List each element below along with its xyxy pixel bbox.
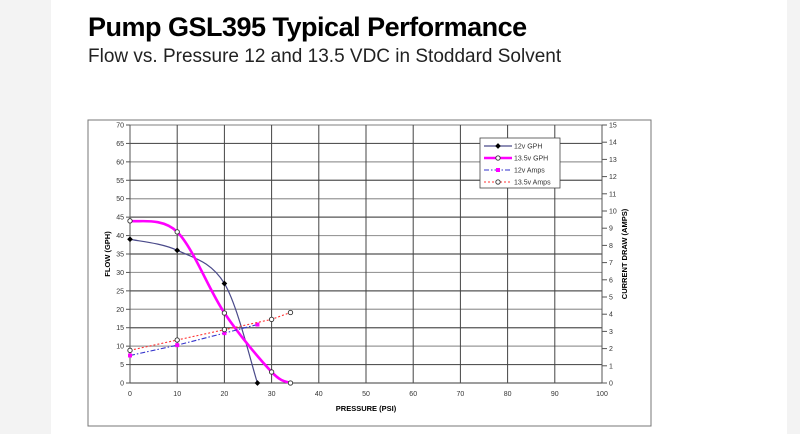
y2-tick-label: 3 <box>609 329 613 336</box>
y-tick-label: 50 <box>116 196 124 203</box>
y2-tick-label: 11 <box>609 191 616 198</box>
y2-tick-label: 14 <box>609 140 617 147</box>
x-tick-label: 70 <box>457 391 465 398</box>
x-tick-label: 80 <box>504 391 512 398</box>
legend-marker <box>496 168 500 172</box>
series-13-5v-gph <box>127 218 294 386</box>
y2-axis-label: CURRENT DRAW (AMPS) <box>620 208 629 299</box>
x-tick-label: 0 <box>128 391 132 398</box>
y-tick-label: 10 <box>116 344 124 351</box>
x-tick-label: 40 <box>315 391 323 398</box>
x-axis-label: PRESSURE (PSI) <box>336 404 397 413</box>
y-tick-label: 70 <box>116 123 124 130</box>
data-point <box>128 353 132 358</box>
series-line <box>129 238 259 384</box>
series-12v-gph <box>127 236 261 386</box>
y2-tick-label: 7 <box>609 260 613 267</box>
y-tick-label: 25 <box>116 288 124 295</box>
y2-tick-label: 4 <box>609 312 613 319</box>
page-title: Pump GSL395 Typical Performance <box>88 12 527 42</box>
y-tick-label: 40 <box>116 233 124 240</box>
y2-tick-label: 0 <box>609 381 613 388</box>
y2-tick-label: 12 <box>609 174 617 181</box>
y2-tick-label: 6 <box>609 277 613 284</box>
y-tick-label: 65 <box>116 141 124 148</box>
y-axis-label: FLOW (GPH) <box>103 231 112 277</box>
legend-label: 12v GPH <box>514 144 542 151</box>
data-point <box>175 343 180 348</box>
data-point <box>174 247 181 254</box>
y-tick-label: 60 <box>116 159 124 166</box>
x-tick-label: 100 <box>596 391 608 398</box>
y2-tick-label: 9 <box>609 226 613 233</box>
data-point <box>221 327 228 333</box>
page-subtitle: Flow vs. Pressure 12 and 13.5 VDC in Sto… <box>88 46 562 67</box>
data-point <box>221 310 228 316</box>
y-tick-label: 45 <box>116 215 124 222</box>
y-tick-label: 30 <box>116 270 124 277</box>
data-point <box>127 347 133 353</box>
data-point <box>254 380 261 386</box>
legend-label: 13.5v Amps <box>514 180 551 187</box>
series-12v-amps <box>128 322 260 358</box>
legend-marker <box>495 179 501 185</box>
y-tick-label: 20 <box>116 307 124 314</box>
legend-marker <box>495 155 501 161</box>
y-tick-label: 5 <box>120 362 124 369</box>
y2-tick-label: 2 <box>609 346 613 353</box>
x-tick-label: 10 <box>173 391 181 398</box>
legend-label: 12v Amps <box>514 168 545 175</box>
data-point <box>287 309 294 316</box>
y-tick-label: 0 <box>120 381 124 388</box>
data-point <box>268 316 275 323</box>
x-tick-label: 50 <box>362 391 370 398</box>
y-tick-label: 15 <box>116 325 124 332</box>
y2-tick-label: 10 <box>609 209 617 216</box>
y2-tick-label: 1 <box>609 363 613 370</box>
y2-tick-label: 5 <box>609 295 613 302</box>
x-tick-label: 30 <box>268 391 276 398</box>
y2-tick-label: 8 <box>609 243 613 250</box>
y2-tick-label: 13 <box>609 157 617 164</box>
data-point <box>221 280 228 287</box>
y-tick-label: 35 <box>116 252 124 259</box>
x-tick-label: 60 <box>409 391 417 398</box>
legend: 12v GPH 13.5v GPH 12v Amps 13.5v Amps <box>479 137 561 189</box>
series-line <box>129 323 258 357</box>
data-point <box>127 218 133 224</box>
x-tick-label: 20 <box>221 391 229 398</box>
data-point <box>174 229 180 235</box>
legend-label: 13.5v GPH <box>514 156 548 163</box>
y2-tick-label: 15 <box>609 123 617 130</box>
data-point <box>255 322 260 327</box>
data-point <box>127 236 133 243</box>
data-point <box>174 337 180 343</box>
data-point <box>268 369 275 375</box>
data-point <box>287 380 294 386</box>
x-tick-label: 90 <box>551 391 559 398</box>
series-13-5v-amps <box>127 309 294 353</box>
legend-marker <box>495 143 501 149</box>
y-tick-label: 55 <box>116 178 124 185</box>
data-point <box>222 331 227 336</box>
